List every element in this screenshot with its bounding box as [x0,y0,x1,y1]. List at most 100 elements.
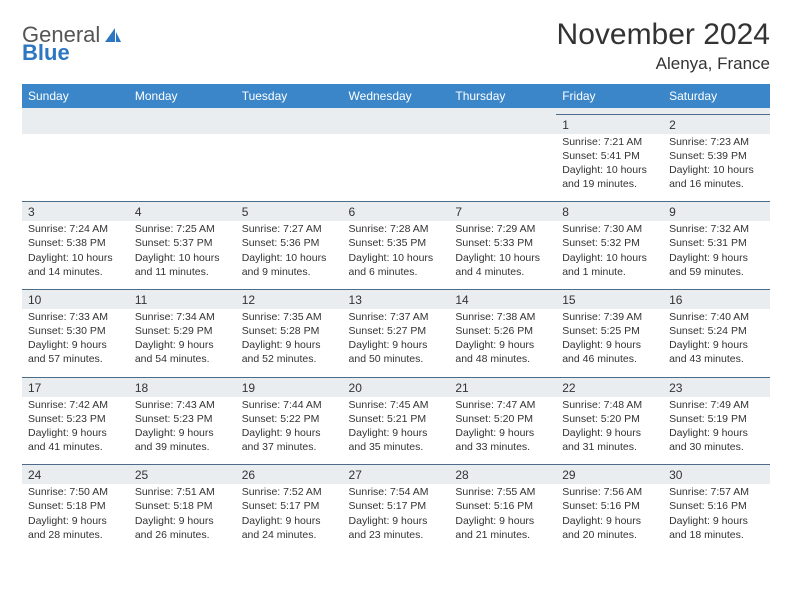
daylight-text: and 11 minutes. [135,265,230,279]
daylight-text: and 35 minutes. [349,440,444,454]
daylight-text: and 43 minutes. [669,352,764,366]
calendar-table: Sunday Monday Tuesday Wednesday Thursday… [22,84,770,552]
day-header: Sunday [22,84,129,108]
daylight-text: Daylight: 9 hours [562,426,657,440]
day-number-cell: 8 [556,202,663,222]
sunrise-text: Sunrise: 7:50 AM [28,485,123,499]
sunrise-text: Sunrise: 7:49 AM [669,398,764,412]
daylight-text: and 18 minutes. [669,528,764,542]
day-number-cell: 2 [663,114,770,134]
day-detail-cell: Sunrise: 7:23 AMSunset: 5:39 PMDaylight:… [663,134,770,202]
day-number-row: 17181920212223 [22,377,770,397]
sunrise-text: Sunrise: 7:24 AM [28,222,123,236]
day-detail-cell: Sunrise: 7:24 AMSunset: 5:38 PMDaylight:… [22,221,129,289]
sunrise-text: Sunrise: 7:47 AM [455,398,550,412]
daylight-text: and 33 minutes. [455,440,550,454]
day-number-cell: 15 [556,289,663,309]
daylight-text: Daylight: 10 hours [135,251,230,265]
daylight-text: Daylight: 9 hours [242,514,337,528]
day-detail-cell: Sunrise: 7:56 AMSunset: 5:16 PMDaylight:… [556,484,663,552]
daylight-text: and 50 minutes. [349,352,444,366]
day-detail-cell: Sunrise: 7:52 AMSunset: 5:17 PMDaylight:… [236,484,343,552]
day-number-cell: 14 [449,289,556,309]
day-detail-cell [129,134,236,202]
daylight-text: Daylight: 9 hours [349,426,444,440]
daylight-text: and 31 minutes. [562,440,657,454]
sunrise-text: Sunrise: 7:27 AM [242,222,337,236]
day-number-cell: 17 [22,377,129,397]
daylight-text: and 37 minutes. [242,440,337,454]
day-detail-cell: Sunrise: 7:21 AMSunset: 5:41 PMDaylight:… [556,134,663,202]
day-detail-cell: Sunrise: 7:50 AMSunset: 5:18 PMDaylight:… [22,484,129,552]
day-number-cell: 7 [449,202,556,222]
day-number-cell: 24 [22,465,129,485]
sunrise-text: Sunrise: 7:32 AM [669,222,764,236]
location-label: Alenya, France [557,54,770,74]
day-detail-cell [236,134,343,202]
day-detail-cell: Sunrise: 7:25 AMSunset: 5:37 PMDaylight:… [129,221,236,289]
daylight-text: Daylight: 9 hours [669,514,764,528]
day-header: Wednesday [343,84,450,108]
daylight-text: Daylight: 10 hours [28,251,123,265]
day-detail-cell: Sunrise: 7:29 AMSunset: 5:33 PMDaylight:… [449,221,556,289]
day-number-cell: 19 [236,377,343,397]
day-detail-cell: Sunrise: 7:32 AMSunset: 5:31 PMDaylight:… [663,221,770,289]
daylight-text: Daylight: 9 hours [28,338,123,352]
day-number-cell: 4 [129,202,236,222]
sunset-text: Sunset: 5:17 PM [242,499,337,513]
day-detail-row: Sunrise: 7:33 AMSunset: 5:30 PMDaylight:… [22,309,770,377]
sunrise-text: Sunrise: 7:44 AM [242,398,337,412]
sunrise-text: Sunrise: 7:38 AM [455,310,550,324]
sunset-text: Sunset: 5:23 PM [135,412,230,426]
day-detail-cell: Sunrise: 7:45 AMSunset: 5:21 PMDaylight:… [343,397,450,465]
daylight-text: Daylight: 10 hours [455,251,550,265]
day-detail-cell: Sunrise: 7:55 AMSunset: 5:16 PMDaylight:… [449,484,556,552]
day-detail-cell: Sunrise: 7:34 AMSunset: 5:29 PMDaylight:… [129,309,236,377]
sunrise-text: Sunrise: 7:40 AM [669,310,764,324]
daylight-text: Daylight: 10 hours [669,163,764,177]
sunrise-text: Sunrise: 7:55 AM [455,485,550,499]
sunset-text: Sunset: 5:33 PM [455,236,550,250]
day-number-cell: 6 [343,202,450,222]
sunset-text: Sunset: 5:20 PM [562,412,657,426]
day-number-row: 24252627282930 [22,465,770,485]
daylight-text: and 6 minutes. [349,265,444,279]
day-number-cell: 16 [663,289,770,309]
daylight-text: and 1 minute. [562,265,657,279]
daylight-text: Daylight: 9 hours [669,426,764,440]
daylight-text: and 16 minutes. [669,177,764,191]
day-detail-cell: Sunrise: 7:42 AMSunset: 5:23 PMDaylight:… [22,397,129,465]
day-number-cell: 30 [663,465,770,485]
day-number-cell [449,114,556,134]
sunrise-text: Sunrise: 7:25 AM [135,222,230,236]
daylight-text: Daylight: 10 hours [562,251,657,265]
daylight-text: and 48 minutes. [455,352,550,366]
sunset-text: Sunset: 5:41 PM [562,149,657,163]
sunrise-text: Sunrise: 7:48 AM [562,398,657,412]
day-number-row: 3456789 [22,202,770,222]
daylight-text: and 39 minutes. [135,440,230,454]
sunset-text: Sunset: 5:28 PM [242,324,337,338]
day-header: Saturday [663,84,770,108]
daylight-text: and 4 minutes. [455,265,550,279]
daylight-text: and 26 minutes. [135,528,230,542]
sunrise-text: Sunrise: 7:34 AM [135,310,230,324]
sunset-text: Sunset: 5:37 PM [135,236,230,250]
day-number-cell: 28 [449,465,556,485]
day-detail-row: Sunrise: 7:21 AMSunset: 5:41 PM Daylight:… [22,134,770,202]
day-detail-cell: Sunrise: 7:28 AMSunset: 5:35 PMDaylight:… [343,221,450,289]
sunrise-text: Sunrise: 7:29 AM [455,222,550,236]
daylight-text: and 21 minutes. [455,528,550,542]
sunrise-text: Sunrise: 7:21 AM [562,135,657,149]
daylight-text: Daylight: 9 hours [349,338,444,352]
daylight-text: Daylight: 9 hours [135,426,230,440]
daylight-text: Daylight: 9 hours [669,251,764,265]
daylight-text: Daylight: 9 hours [242,426,337,440]
sunrise-text: Sunrise: 7:39 AM [562,310,657,324]
daylight-text: and 54 minutes. [135,352,230,366]
day-header: Monday [129,84,236,108]
daylight-text: and 24 minutes. [242,528,337,542]
day-number-cell: 29 [556,465,663,485]
day-number-cell: 20 [343,377,450,397]
sunrise-text: Sunrise: 7:57 AM [669,485,764,499]
